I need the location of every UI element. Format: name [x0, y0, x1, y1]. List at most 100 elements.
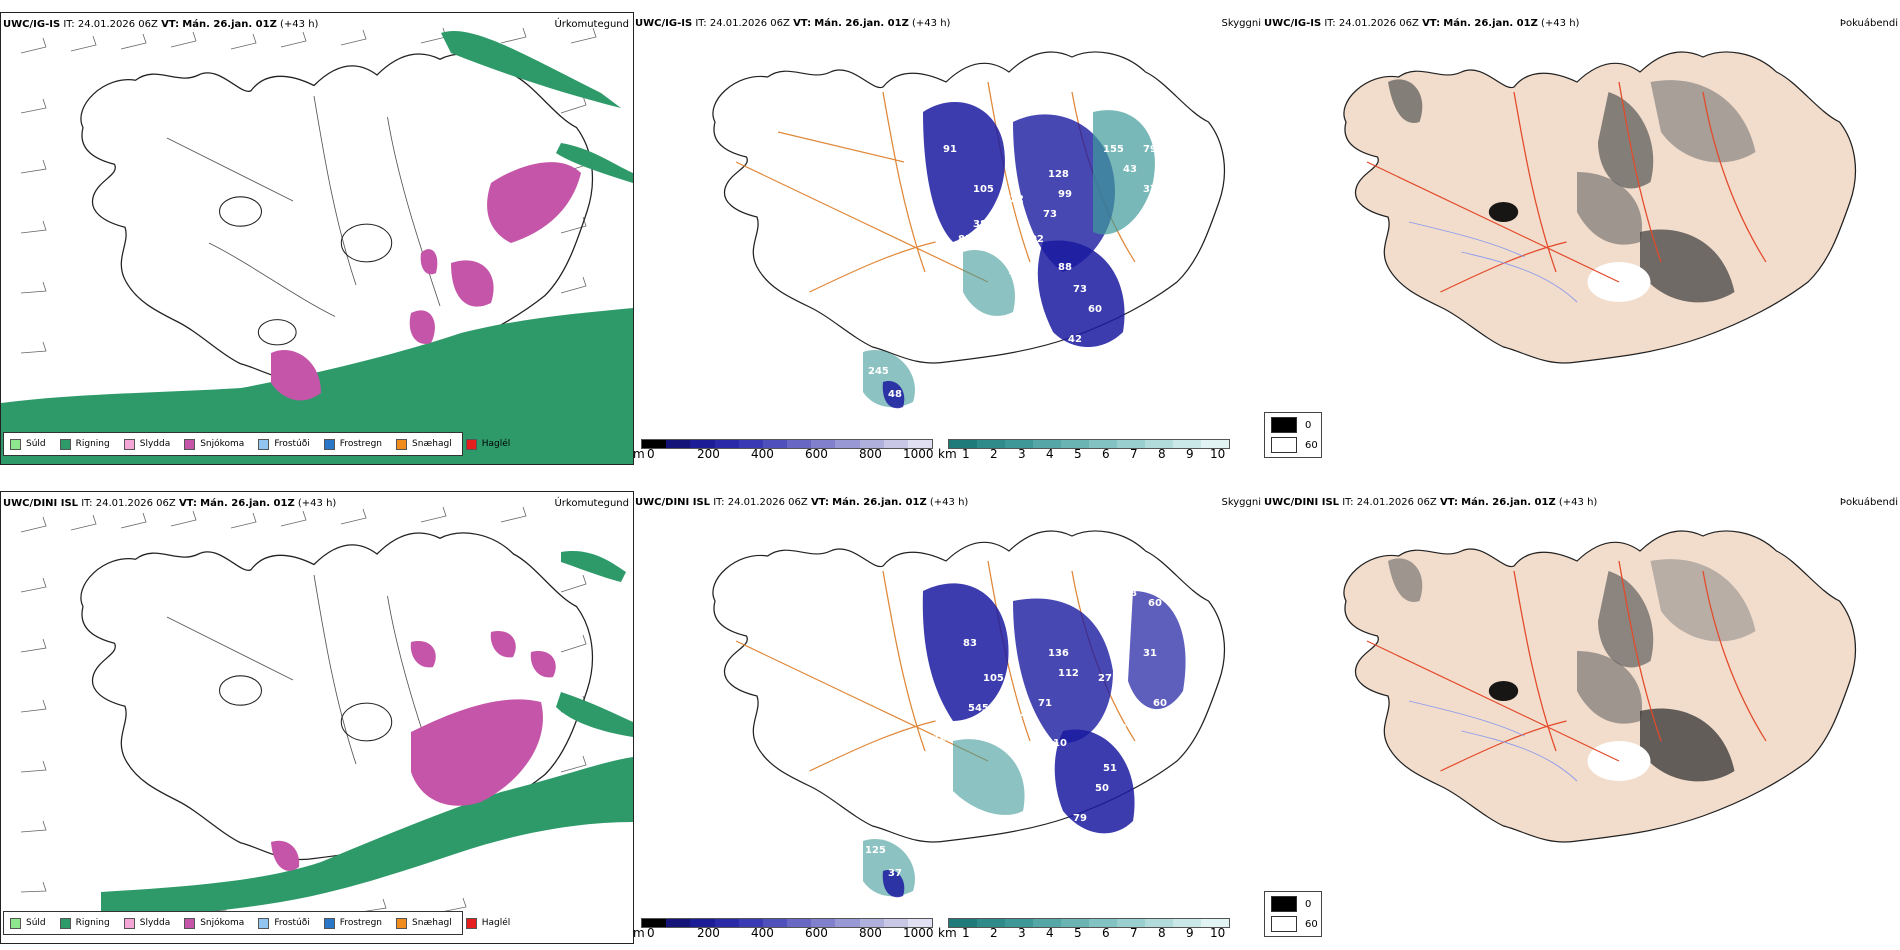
cloud-number: 545: [968, 703, 989, 714]
legend-label: Slydda: [139, 439, 171, 449]
legend-label: Snjókoma: [200, 918, 245, 928]
cloud-areas: [863, 102, 1155, 409]
cloud-number: 96: [953, 728, 967, 739]
cloud-number: 73: [1073, 284, 1087, 295]
tick-label: 1000: [903, 926, 934, 940]
model-name: UWC/IG-IS: [3, 19, 61, 30]
panel-header: UWC/DINI ISL IT: 24.01.2026 06Z VT: Mán.…: [1264, 497, 1597, 508]
cloud-number: 99: [1058, 189, 1072, 200]
field-label: Skyggni: [1221, 18, 1261, 29]
cloud-number: 108: [933, 733, 954, 744]
cloud-number: 155: [1103, 144, 1124, 155]
cloud-number: 42: [1068, 334, 1082, 345]
legend-label: Haglél: [481, 918, 511, 928]
cloud-base-unit: m: [633, 926, 645, 940]
cloud-number: 43: [1123, 164, 1137, 175]
tick-label: 600: [805, 447, 828, 461]
vt-value: Mán. 26.jan. 01Z: [182, 19, 277, 30]
tick-label: 5: [1074, 926, 1082, 940]
vt-label: VT:: [1439, 497, 1458, 508]
cloud-number: 20: [743, 79, 757, 90]
panel-header: UWC/DINI ISL IT: 24.01.2026 06Z VT: Mán.…: [3, 498, 336, 509]
legend-label: Súld: [26, 439, 46, 449]
model-name: UWC/DINI ISL: [635, 497, 711, 508]
tick-label: 7: [1130, 926, 1138, 940]
it-label: IT:: [1324, 18, 1336, 29]
visibility-unit: km: [938, 447, 957, 461]
lead-time: (+43 h): [929, 497, 969, 508]
visibility-colorbar: km 1 2 3 4 5 6 7 8 9 10: [938, 916, 1238, 940]
cloud-number: 79: [1143, 144, 1157, 155]
cloud-number: 63: [1123, 748, 1137, 759]
it-label: IT:: [1342, 497, 1354, 508]
legend-label: Frostregn: [339, 439, 383, 449]
cloud-number: 280: [1143, 239, 1164, 250]
it-label: IT:: [63, 19, 75, 30]
tick-label: 600: [805, 926, 828, 940]
cloud-number: 128: [1048, 169, 1069, 180]
tick-label: 5: [1074, 447, 1082, 461]
fog-panel-top: UWC/IG-IS IT: 24.01.2026 06Z VT: Mán. 26…: [1264, 12, 1900, 464]
tick-label: 4: [1046, 926, 1054, 940]
model-name: UWC/DINI ISL: [1264, 497, 1340, 508]
cloud-number: 60: [1148, 598, 1162, 609]
vt-value: Mán. 26.jan. 01Z: [200, 498, 295, 509]
vt-value: Mán. 26.jan. 01Z: [832, 497, 927, 508]
cloud-panel-bottom: UWC/DINI ISL IT: 24.01.2026 06Z VT: Mán.…: [633, 491, 1263, 943]
cloud-number: 51: [1103, 763, 1117, 774]
fog-panel-bottom: UWC/DINI ISL IT: 24.01.2026 06Z VT: Mán.…: [1264, 491, 1900, 943]
tick-label: 8: [1158, 926, 1166, 940]
precip-areas: [1, 31, 633, 464]
vt-label: VT:: [178, 498, 197, 509]
tick-label: 9: [1186, 926, 1194, 940]
cloud-number: 106: [1073, 79, 1094, 90]
vt-label: VT:: [810, 497, 829, 508]
panel-header: UWC/IG-IS IT: 24.01.2026 06Z VT: Mán. 26…: [635, 18, 950, 29]
tick-label: 0: [647, 926, 655, 940]
fog-legend-label: 60: [1305, 918, 1318, 930]
it-value: 24.01.2026 06Z: [95, 498, 176, 509]
cloud-number: 245: [868, 366, 889, 377]
lead-time: (+43 h): [912, 18, 951, 29]
tick-label: 0: [647, 447, 655, 461]
cloud-number: 96: [1173, 718, 1187, 729]
legend-label: Slydda: [139, 918, 171, 928]
tick-label: 800: [859, 926, 882, 940]
panel-header: UWC/IG-IS IT: 24.01.2026 06Z VT: Mán. 26…: [3, 19, 318, 30]
fog-map: [1343, 530, 1857, 843]
field-label: Úrkomutegund: [554, 19, 629, 30]
cloud-number: 146: [1073, 558, 1094, 569]
fog-legend: 0 60: [1264, 891, 1322, 937]
cloud-number: 83: [963, 638, 977, 649]
tick-label: 200: [697, 926, 720, 940]
cloud-base-unit: m: [633, 447, 645, 461]
tick-label: 200: [697, 447, 720, 461]
fog-legend-label: 0: [1305, 898, 1312, 910]
cloud-labels: 20 106 91 105 128 99 122 73 38 102 85 19…: [743, 79, 1184, 400]
precip-legend: Súld Rigning Slydda Snjókoma Frostúði Fr…: [3, 911, 510, 935]
panel-header: UWC/DINI ISL IT: 24.01.2026 06Z VT: Mán.…: [635, 497, 968, 508]
cloud-number: 79: [1073, 813, 1087, 824]
it-value: 24.01.2026 06Z: [1338, 18, 1419, 29]
vt-label: VT:: [793, 18, 812, 29]
cloud-number: 16: [1018, 745, 1032, 756]
fog-legend: 0 60: [1264, 412, 1322, 458]
cloud-number: 122: [1003, 194, 1024, 205]
cloud-number: 38: [973, 219, 987, 230]
cloud-number: 73: [1043, 209, 1057, 220]
vt-label: VT:: [161, 19, 180, 30]
lead-time: (+43 h): [1558, 497, 1598, 508]
fog-legend-label: 0: [1305, 419, 1312, 431]
it-value: 24.01.2026 06Z: [727, 497, 808, 508]
tick-label: 10: [1210, 926, 1226, 940]
lead-time: (+43 h): [1541, 18, 1580, 29]
model-name: UWC/IG-IS: [1264, 18, 1322, 29]
cloud-number: 125: [865, 845, 886, 856]
vt-value: Mán. 26.jan. 01Z: [1443, 18, 1538, 29]
legend-label: Snjókoma: [200, 439, 245, 449]
tick-label: 4: [1046, 447, 1054, 461]
cloud-map: 146 80 78 60 83 105 136 112 31 545 92 71…: [712, 530, 1226, 898]
model-name: UWC/IG-IS: [635, 18, 693, 29]
cloud-number: 80: [1093, 588, 1107, 599]
fog-map: [1343, 51, 1857, 364]
